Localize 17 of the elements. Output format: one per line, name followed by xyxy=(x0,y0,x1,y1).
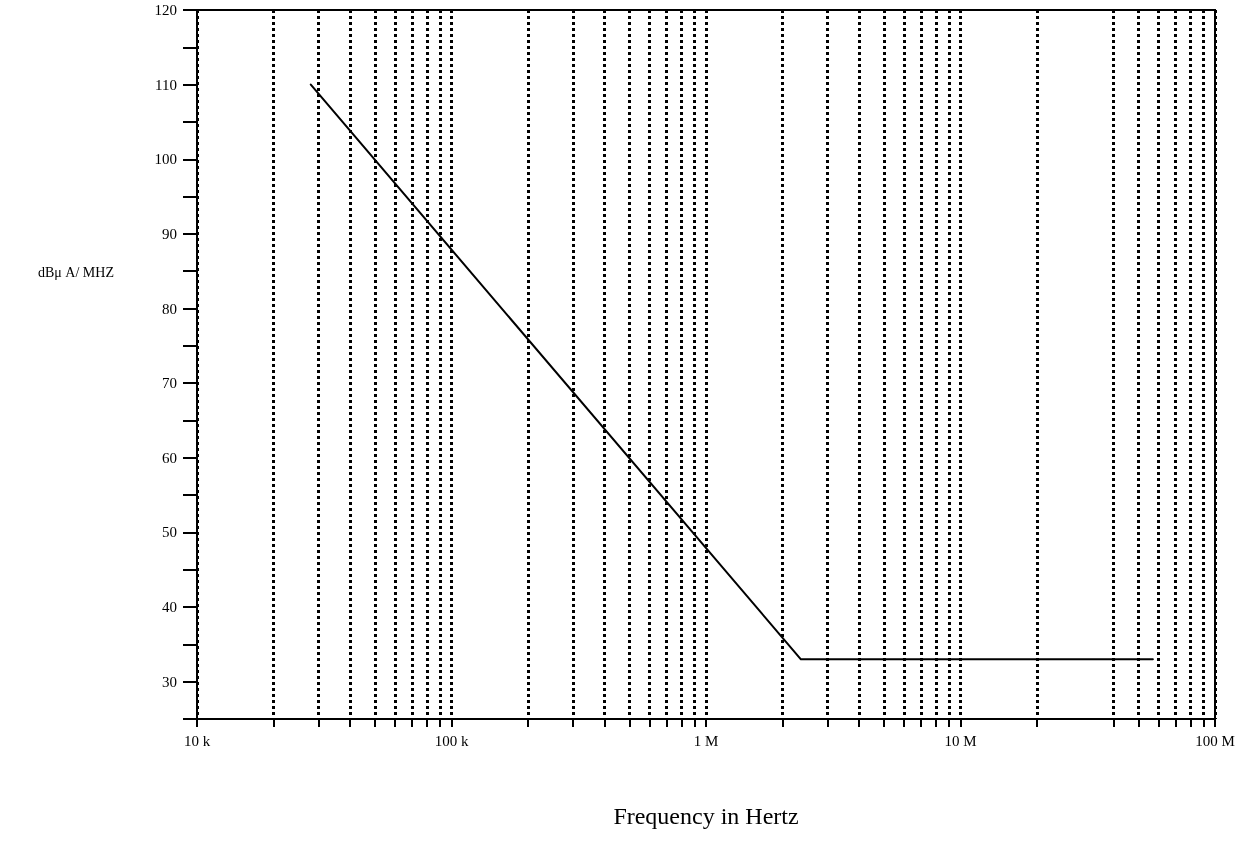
y-tick-label: 110 xyxy=(155,76,177,93)
y-tick-label: 40 xyxy=(162,599,177,616)
y-tick-label: 120 xyxy=(154,2,177,18)
y-tick-label: 30 xyxy=(162,673,177,690)
x-axis-title: Frequency in Hertz xyxy=(613,803,799,829)
x-tick-label: 100 M xyxy=(1195,732,1235,749)
x-tick-label: 10 M xyxy=(944,732,977,749)
x-tick-label: 10 k xyxy=(183,732,211,749)
y-tick-label: 60 xyxy=(162,449,177,466)
y-tick-label: 90 xyxy=(162,225,177,242)
y-tick-label: 50 xyxy=(162,524,177,541)
y-tick-label: 80 xyxy=(162,300,177,317)
y-axis-title: dBμ A/ MHZ xyxy=(38,264,114,280)
y-tick-label: 100 xyxy=(154,151,177,168)
x-tick-label: 100 k xyxy=(434,732,469,749)
y-tick-label: 70 xyxy=(162,375,177,392)
x-tick-label: 1 M xyxy=(693,732,719,749)
